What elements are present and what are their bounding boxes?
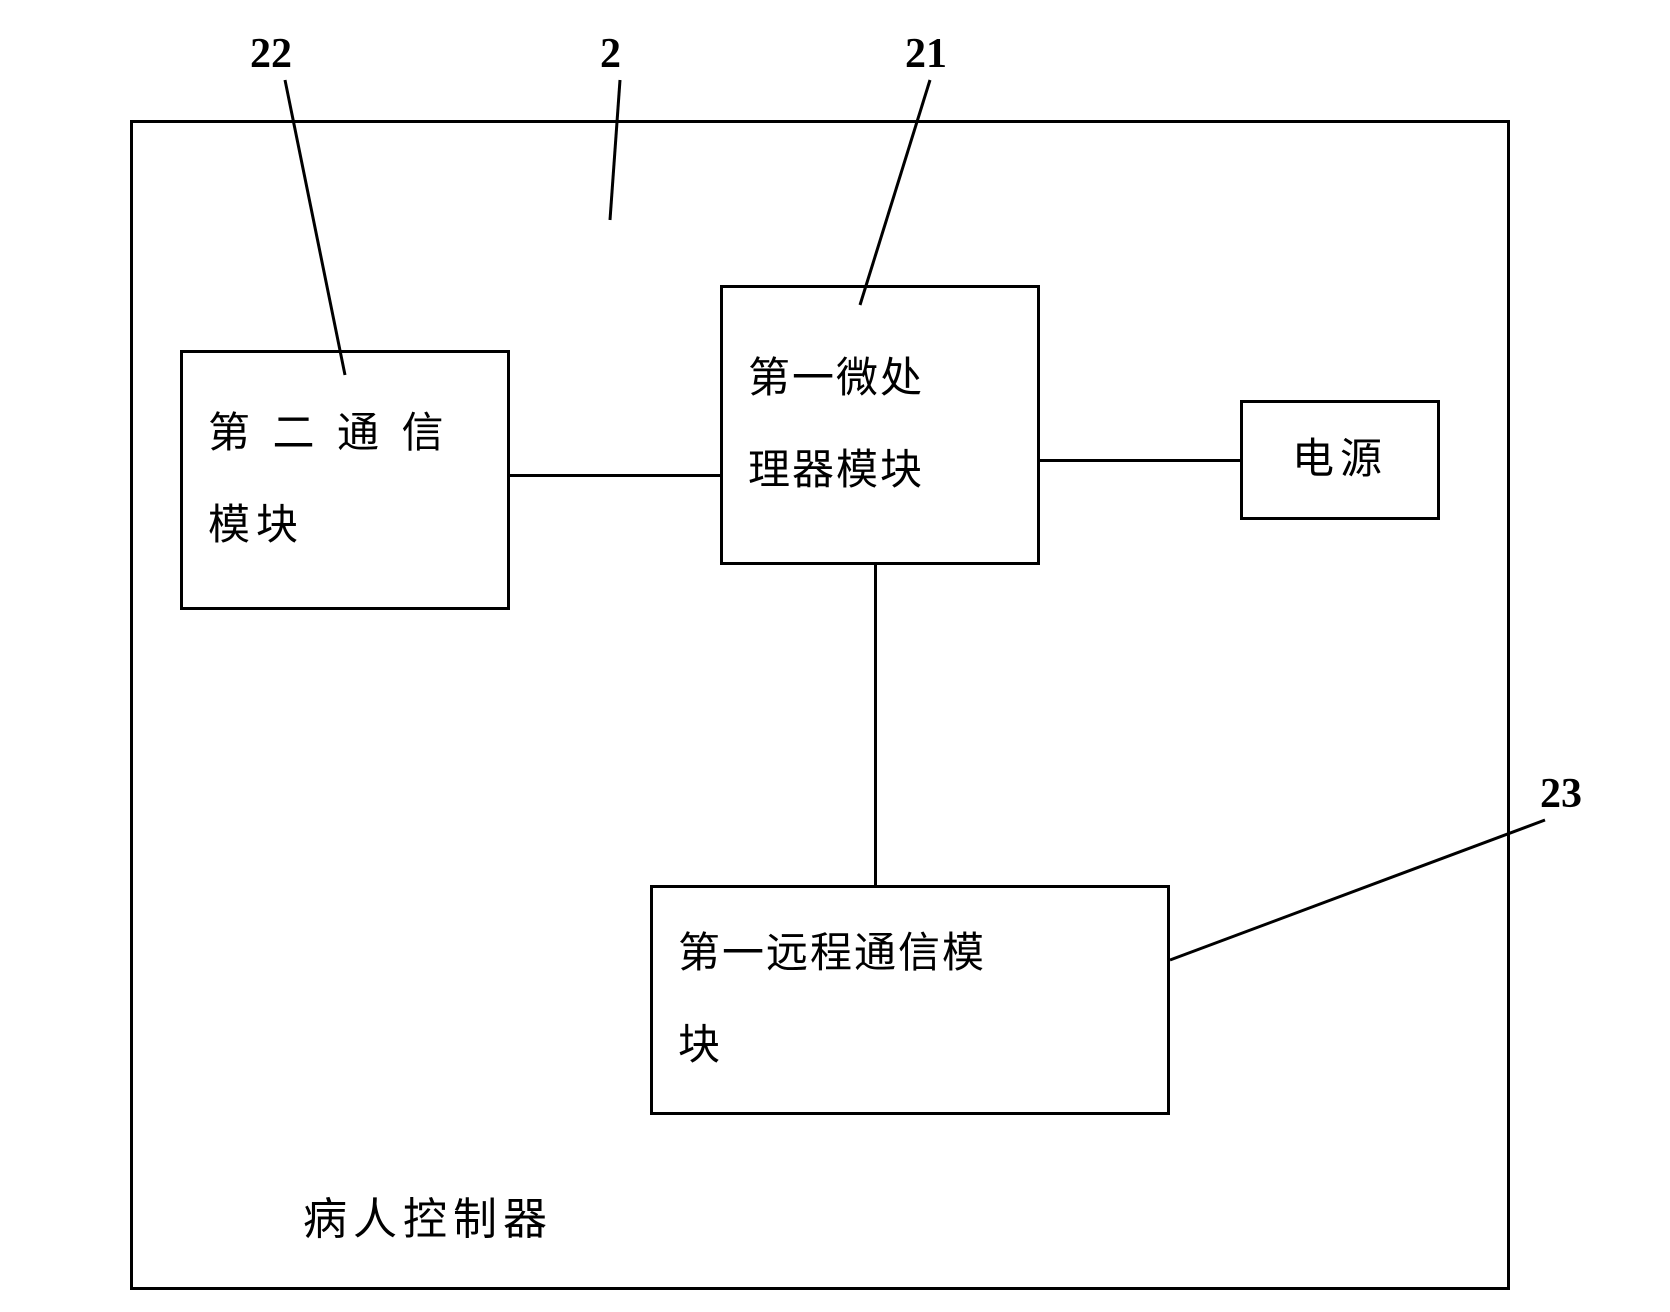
first-cpu-module-block: 第一微处 理器模块	[720, 285, 1040, 565]
connector-second-cpu	[510, 474, 720, 477]
second-comm-line1: 第 二 通 信	[208, 388, 482, 480]
label-2: 2	[600, 30, 621, 78]
label-21: 21	[905, 30, 947, 78]
second-comm-module-block: 第 二 通 信 模块	[180, 350, 510, 610]
label-23: 23	[1540, 770, 1582, 818]
connector-cpu-power	[1040, 459, 1240, 462]
outer-caption: 病人控制器	[303, 1183, 553, 1247]
first-remote-comm-module-block: 第一远程通信模 块	[650, 885, 1170, 1115]
first-cpu-line1: 第一微处	[748, 333, 1012, 425]
first-remote-line2: 块	[678, 1000, 1142, 1092]
first-cpu-line2: 理器模块	[748, 425, 1012, 517]
power-line1: 电源	[1292, 414, 1388, 506]
second-comm-line2: 模块	[208, 480, 482, 572]
power-block: 电源	[1240, 400, 1440, 520]
first-remote-line1: 第一远程通信模	[678, 908, 1142, 1000]
label-22: 22	[250, 30, 292, 78]
connector-cpu-remote	[874, 565, 877, 885]
